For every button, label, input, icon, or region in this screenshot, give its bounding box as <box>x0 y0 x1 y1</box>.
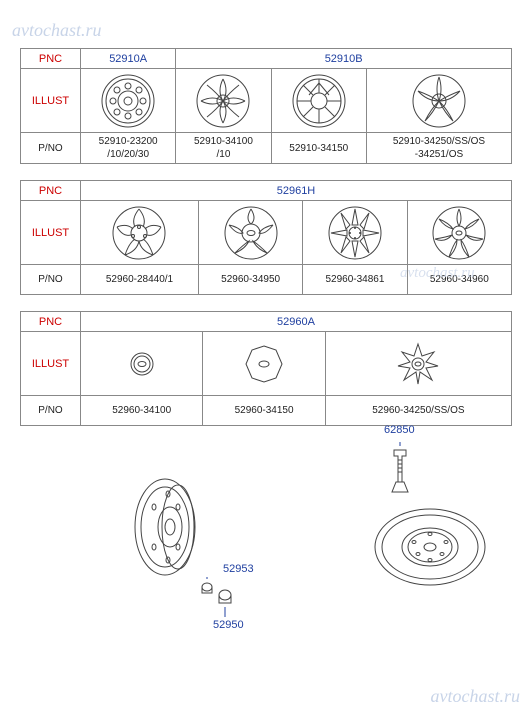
wheel-alloy3-icon <box>411 73 467 129</box>
hdr-pno: P/NO <box>21 396 81 426</box>
pnc-cell: 52910B <box>176 49 512 69</box>
pno-cell: 52960-34861 <box>303 265 407 295</box>
illust-cell <box>407 201 511 265</box>
wheel-steel-icon <box>100 73 156 129</box>
illust-cell <box>81 201 199 265</box>
illust-cell <box>176 69 271 133</box>
hubcap4-icon <box>431 205 487 261</box>
pnc-cell: 52960A <box>81 312 512 332</box>
pno-cell: 52960-34960 <box>407 265 511 295</box>
watermark-bottom: avtochast.ru <box>431 686 521 707</box>
pno-cell: 52910-34150 <box>271 133 366 164</box>
hubcap3-icon <box>327 205 383 261</box>
hdr-pno: P/NO <box>21 133 81 164</box>
wheel-alloy2-icon <box>291 73 347 129</box>
lug-nuts: 52953 52950 <box>195 577 255 627</box>
wheel-side-view <box>130 472 220 582</box>
illust-cell <box>366 69 511 133</box>
illust-cell <box>303 201 407 265</box>
centercap2-icon <box>236 336 292 392</box>
pnc-cell: 52910A <box>81 49 176 69</box>
hdr-pnc: PNC <box>21 181 81 201</box>
spare-tire <box>370 502 490 592</box>
hdr-illust: ILLUST <box>21 201 81 265</box>
label-62850: 62850 <box>384 424 415 436</box>
pno-cell: 52960-34950 <box>198 265 302 295</box>
centercap3-icon <box>390 336 446 392</box>
label-52953: 52953 <box>223 563 254 575</box>
parts-table-3: PNC 52960A ILLUST P/NO 52960-34100 52960… <box>20 311 512 426</box>
pno-cell: 52960-34250/SS/OS <box>325 396 511 426</box>
hdr-illust: ILLUST <box>21 332 81 396</box>
centercap1-icon <box>114 336 170 392</box>
pnc-cell: 52961H <box>81 181 512 201</box>
tables-container: PNC 52910A 52910B ILLUST P/NO 52910-2320… <box>0 0 532 642</box>
hdr-pnc: PNC <box>21 312 81 332</box>
bottom-diagram: 52953 52950 62850 <box>20 442 512 642</box>
hubcap2-icon <box>223 205 279 261</box>
hdr-illust: ILLUST <box>21 69 81 133</box>
illust-cell <box>81 69 176 133</box>
hdr-pno: P/NO <box>21 265 81 295</box>
hdr-pnc: PNC <box>21 49 81 69</box>
pno-cell: 52960-34100 <box>81 396 203 426</box>
pno-cell: 52960-28440/1 <box>81 265 199 295</box>
pno-cell: 52910-23200/10/20/30 <box>81 133 176 164</box>
illust-cell <box>271 69 366 133</box>
pno-cell: 52910-34100/10 <box>176 133 271 164</box>
illust-cell <box>203 332 325 396</box>
jack-bolt: 62850 <box>380 442 420 502</box>
illust-cell <box>198 201 302 265</box>
pno-cell: 52960-34150 <box>203 396 325 426</box>
pno-cell: 52910-34250/SS/OS-34251/OS <box>366 133 511 164</box>
hubcap1-icon <box>111 205 167 261</box>
illust-cell <box>325 332 511 396</box>
parts-table-1: PNC 52910A 52910B ILLUST P/NO 52910-2320… <box>20 48 512 164</box>
illust-cell <box>81 332 203 396</box>
label-52950: 52950 <box>213 619 244 631</box>
wheel-alloy1-icon <box>195 73 251 129</box>
parts-table-2: PNC 52961H ILLUST P/NO 52960-28440/1 529… <box>20 180 512 295</box>
